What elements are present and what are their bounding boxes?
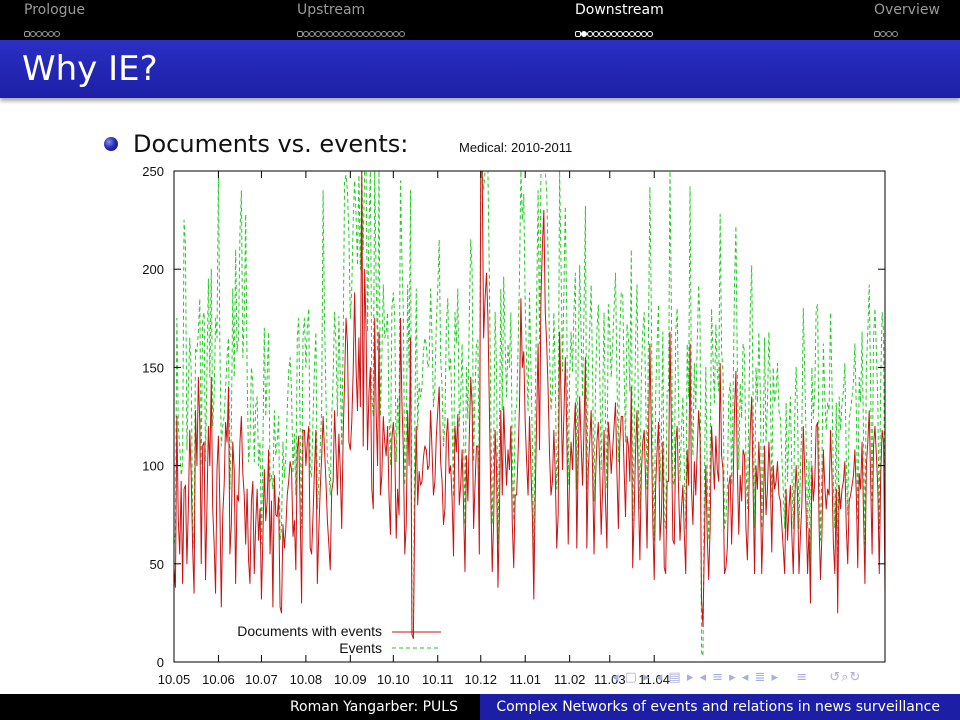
chart-title: Medical: 2010-2011 [459, 140, 572, 155]
x-tick-label: 11.03 [594, 672, 626, 687]
nav-frame-dot[interactable] [309, 30, 315, 37]
nav-section-prologue[interactable]: Prologue [24, 2, 86, 37]
nav-frame-dot[interactable] [892, 30, 898, 37]
nav-frame-dots [874, 23, 940, 37]
nav-frame-dot[interactable] [874, 30, 880, 37]
nav-frame-dot[interactable] [339, 30, 345, 37]
x-tick-label: 10.09 [334, 672, 367, 687]
nav-section-title[interactable]: Upstream [297, 2, 366, 18]
footer-talk-title: Complex Networks of events and relations… [480, 694, 960, 720]
series-line-documents [173, 170, 886, 639]
nav-prev-page-icon[interactable]: ◂ ≣ ▸ [741, 670, 780, 685]
nav-frame-dot[interactable] [369, 30, 375, 37]
nav-frame-dot[interactable] [880, 30, 886, 37]
nav-frame-dot[interactable] [605, 30, 611, 37]
nav-frame-dot[interactable] [399, 30, 405, 37]
x-tick-label: 10.07 [245, 672, 278, 687]
x-tick-label: 11.01 [509, 672, 541, 687]
y-tick-label: 200 [142, 262, 164, 277]
nav-frame-dot[interactable] [48, 30, 54, 37]
y-tick-label: 0 [157, 655, 164, 670]
nav-frame-dot[interactable] [333, 30, 339, 37]
slide-title: Why IE? [22, 49, 158, 89]
nav-prev-frame-icon[interactable]: ◂ ▢ ▸ [612, 670, 651, 685]
nav-section-downstream[interactable]: Downstream [575, 2, 664, 37]
nav-frame-dot[interactable] [641, 30, 647, 37]
nav-frame-dot[interactable] [357, 30, 363, 37]
nav-frame-dot[interactable] [303, 30, 309, 37]
nav-frame-dot[interactable] [36, 30, 42, 37]
y-tick-label: 50 [150, 557, 164, 572]
footer-author: Roman Yangarber: PULS [0, 694, 480, 720]
legend: Documents with events Events [237, 623, 441, 656]
nav-frame-dot[interactable] [351, 30, 357, 37]
nav-frame-dot[interactable] [42, 30, 48, 37]
nav-frame-dots [24, 23, 85, 37]
y-axis: 0 50 100 150 200 250 [142, 164, 885, 670]
y-tick-label: 150 [142, 360, 164, 375]
nav-frame-dots [297, 23, 405, 37]
nav-frame-dot[interactable] [327, 30, 333, 37]
frame-title-bar: Why IE? [0, 40, 960, 98]
line-chart: Medical: 2010-2011 0 50 100 150 200 250 10.05… [142, 140, 886, 687]
nav-frame-dot[interactable] [629, 30, 635, 37]
nav-frame-dot[interactable] [635, 30, 641, 37]
footer: Roman Yangarber: PULS Complex Networks o… [0, 694, 960, 720]
nav-frame-dot[interactable] [297, 30, 303, 37]
section-navigation: Prologue Upstream Downstream Overview [0, 0, 960, 40]
x-tick-label: 10.10 [377, 672, 410, 687]
legend-label-documents: Documents with events [237, 623, 382, 639]
nav-frame-dot[interactable] [381, 30, 387, 37]
series-line-events [173, 170, 886, 657]
x-tick-label: 10.11 [422, 672, 454, 687]
nav-search-icon[interactable]: ↺⌕↻ [829, 670, 862, 685]
nav-frame-dot[interactable] [593, 30, 599, 37]
nav-frame-dot[interactable] [54, 30, 60, 37]
nav-section-title[interactable]: Overview [874, 2, 940, 18]
nav-frame-dot[interactable] [393, 30, 399, 37]
nav-frame-dot[interactable] [375, 30, 381, 37]
nav-frame-dot[interactable] [575, 30, 581, 37]
bullet-text: Documents vs. events: [133, 130, 409, 158]
x-tick-label: 10.12 [464, 672, 497, 687]
nav-section-overview[interactable]: Overview [874, 2, 940, 37]
nav-frame-dot[interactable] [886, 30, 892, 37]
nav-frame-dot[interactable] [611, 30, 617, 37]
nav-section-title[interactable]: Downstream [575, 2, 664, 18]
bullet-ball-icon [104, 137, 118, 151]
nav-frame-dot[interactable] [387, 30, 393, 37]
x-tick-label: 10.05 [158, 672, 191, 687]
x-tick-label: 11.04 [638, 672, 670, 687]
x-tick-label: 10.08 [290, 672, 323, 687]
y-tick-label: 250 [142, 164, 164, 179]
nav-frame-dot[interactable] [587, 30, 593, 37]
nav-frame-dot[interactable] [363, 30, 369, 37]
nav-frame-dot[interactable] [599, 30, 605, 37]
nav-frame-dot[interactable] [345, 30, 351, 37]
nav-section-upstream[interactable]: Upstream [297, 2, 405, 37]
nav-align-icon[interactable]: ≡ [796, 670, 809, 685]
nav-prev-section-icon[interactable]: ◂ ≡ ▸ [699, 670, 737, 685]
nav-prev-subsection-icon[interactable]: ◂ ▤ ▸ [655, 670, 695, 685]
series-layer [173, 170, 886, 657]
x-tick-label: 10.06 [202, 672, 235, 687]
nav-frame-dots [575, 23, 664, 37]
nav-frame-dot[interactable] [315, 30, 321, 37]
nav-frame-dot[interactable] [24, 30, 30, 37]
nav-frame-dot[interactable] [321, 30, 327, 37]
beamer-navigation-controls: ◂ ▢ ▸ ◂ ▤ ▸ ◂ ≡ ▸ ◂ ≣ ▸ ≡ ↺⌕↻ [612, 670, 861, 685]
nav-frame-dot[interactable] [617, 30, 623, 37]
x-axis: 10.05 10.06 10.07 10.08 10.09 10.10 10.11 10.12… [158, 171, 670, 687]
nav-frame-dot[interactable] [581, 30, 587, 37]
plot-frame [173, 170, 886, 663]
legend-label-events: Events [339, 640, 382, 656]
nav-frame-dot[interactable] [647, 30, 653, 37]
y-tick-label: 100 [142, 459, 164, 474]
x-tick-label: 11.02 [554, 672, 586, 687]
nav-frame-dot[interactable] [623, 30, 629, 37]
nav-section-title[interactable]: Prologue [24, 2, 86, 18]
nav-frame-dot[interactable] [30, 30, 36, 37]
